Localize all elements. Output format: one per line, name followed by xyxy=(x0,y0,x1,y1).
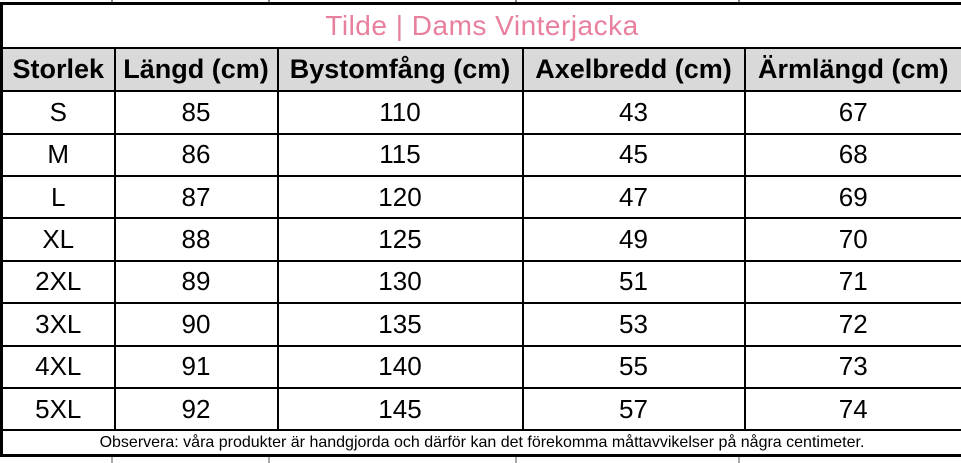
header-row: Storlek Längd (cm) Bystomfång (cm) Axelb… xyxy=(0,46,961,93)
size-cell: 85 xyxy=(113,90,279,135)
size-row-4xl: 4XL 91 140 55 73 xyxy=(0,344,961,389)
size-cell: 45 xyxy=(521,132,746,178)
size-cell: 4XL xyxy=(0,344,116,389)
size-cell: 125 xyxy=(276,217,524,262)
gridline-stub xyxy=(515,0,517,3)
size-cell: 120 xyxy=(276,175,524,220)
gridline-stub xyxy=(268,0,270,3)
size-cell: 49 xyxy=(521,217,746,262)
gridline-stub xyxy=(738,0,740,3)
size-cell: 55 xyxy=(521,344,746,389)
size-cell: 2XL xyxy=(0,259,116,305)
size-cell: 115 xyxy=(276,132,524,178)
size-cell: 135 xyxy=(276,302,524,347)
size-cell: 57 xyxy=(521,386,746,432)
gridline-stub xyxy=(515,457,517,463)
size-cell: M xyxy=(0,132,116,178)
table-title: Tilde | Dams Vinterjacka xyxy=(1,3,961,49)
column-header-storlek: Storlek xyxy=(0,46,116,93)
size-cell: 74 xyxy=(743,386,961,432)
size-row-s: S 85 110 43 67 xyxy=(0,90,961,135)
size-cell: 92 xyxy=(113,386,279,432)
size-cell: 3XL xyxy=(0,302,116,347)
gridline-stub xyxy=(111,0,113,3)
column-header-bystomfang: Bystomfång (cm) xyxy=(276,46,524,93)
size-row-l: L 87 120 47 69 xyxy=(0,175,961,220)
size-cell: 70 xyxy=(743,217,961,262)
size-row-3xl: 3XL 90 135 53 72 xyxy=(0,302,961,347)
size-cell: XL xyxy=(0,217,116,262)
size-row-m: M 86 115 45 68 xyxy=(0,132,961,178)
size-cell: 68 xyxy=(743,132,961,178)
title-row: Tilde | Dams Vinterjacka xyxy=(1,3,961,49)
size-cell: L xyxy=(0,175,116,220)
size-cell: 69 xyxy=(743,175,961,220)
footer-note: Observera: våra produkter är handgjorda … xyxy=(1,429,961,456)
size-cell: 51 xyxy=(521,259,746,305)
size-cell: 89 xyxy=(113,259,279,305)
size-cell: 110 xyxy=(276,90,524,135)
size-cell: 72 xyxy=(743,302,961,347)
size-row-2xl: 2XL 89 130 51 71 xyxy=(0,259,961,305)
size-cell: 145 xyxy=(276,386,524,432)
size-cell: 140 xyxy=(276,344,524,389)
footer-row: Observera: våra produkter är handgjorda … xyxy=(1,429,961,456)
size-cell: 71 xyxy=(743,259,961,305)
size-cell: S xyxy=(0,90,116,135)
size-cell: 86 xyxy=(113,132,279,178)
size-cell: 43 xyxy=(521,90,746,135)
column-header-axelbredd: Axelbredd (cm) xyxy=(521,46,746,93)
size-cell: 73 xyxy=(743,344,961,389)
size-cell: 67 xyxy=(743,90,961,135)
size-row-5xl: 5XL 92 145 57 74 xyxy=(0,386,961,432)
size-row-xl: XL 88 125 49 70 xyxy=(0,217,961,262)
size-cell: 5XL xyxy=(0,386,116,432)
size-cell: 130 xyxy=(276,259,524,305)
size-cell: 91 xyxy=(113,344,279,389)
size-cell: 53 xyxy=(521,302,746,347)
column-header-armlangd: Ärmlängd (cm) xyxy=(743,46,961,93)
column-header-langd: Längd (cm) xyxy=(113,46,279,93)
size-cell: 47 xyxy=(521,175,746,220)
gridline-stub xyxy=(268,457,270,463)
gridline-stub xyxy=(738,457,740,463)
gridline-stub xyxy=(111,457,113,463)
size-cell: 88 xyxy=(113,217,279,262)
size-cell: 87 xyxy=(113,175,279,220)
size-cell: 90 xyxy=(113,302,279,347)
